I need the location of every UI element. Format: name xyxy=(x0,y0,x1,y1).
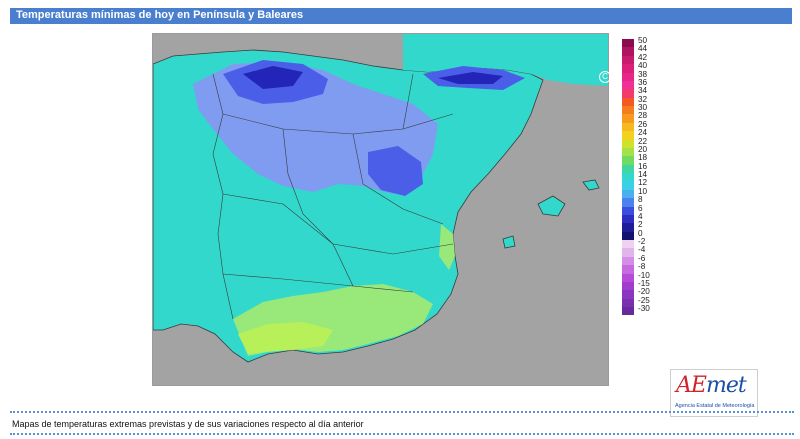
legend-swatch xyxy=(622,147,634,157)
legend-label: -30 xyxy=(638,304,650,313)
legend-label: 8 xyxy=(638,195,643,205)
legend-label: 26 xyxy=(638,119,648,129)
legend-swatch xyxy=(622,97,634,106)
legend-label: -4 xyxy=(638,245,646,255)
legend-label: -15 xyxy=(638,278,650,288)
map-svg xyxy=(153,34,608,385)
legend-label: 2 xyxy=(638,220,643,230)
legend-label: 50 xyxy=(638,36,648,45)
legend-label: 42 xyxy=(638,52,648,62)
legend-swatch xyxy=(622,173,634,182)
footer-text: Mapas de temperaturas extremas previstas… xyxy=(12,419,364,429)
legend-swatch xyxy=(622,307,634,316)
legend-swatch xyxy=(622,89,634,98)
legend-swatch xyxy=(622,281,634,291)
legend-label: -8 xyxy=(638,262,646,272)
legend-swatch xyxy=(622,181,634,190)
logo-main-prefix: AE xyxy=(676,373,707,398)
legend-swatch xyxy=(622,256,634,266)
legend-label: 16 xyxy=(638,161,648,171)
legend-label: 10 xyxy=(638,186,648,196)
legend-color-bar xyxy=(622,39,634,316)
logo-main-suffix: met xyxy=(705,373,747,398)
legend-label: 28 xyxy=(638,111,648,121)
legend-swatch xyxy=(622,265,634,274)
legend-label: 14 xyxy=(638,170,648,179)
aemet-logo: AEmet Agencia Estatal de Meteorología xyxy=(670,369,758,417)
legend-swatch xyxy=(622,131,634,140)
legend-label: 32 xyxy=(638,94,648,104)
legend-swatch xyxy=(622,223,634,232)
legend-label: 24 xyxy=(638,128,648,138)
temperature-map: C Agencia Estatal de Meteorología AEmet A… xyxy=(152,33,758,417)
legend-swatch xyxy=(622,156,634,165)
divider-bottom xyxy=(10,433,794,435)
legend-swatch xyxy=(622,64,634,73)
legend-swatch xyxy=(622,55,634,65)
legend-label: 40 xyxy=(638,61,648,71)
copyright-icon: C xyxy=(599,71,611,83)
legend-swatch xyxy=(622,273,634,282)
temperature-legend: 50 44 42 40 38 36 34 32 30 28 26 24 22 20 18 16 14 12 10 8 6… xyxy=(622,36,652,382)
legend-label: -6 xyxy=(638,253,646,263)
warm-east xyxy=(439,224,455,270)
cold-core-north xyxy=(243,66,303,89)
legend-label: -2 xyxy=(638,237,646,246)
legend-label: -25 xyxy=(638,295,650,305)
france-land xyxy=(403,34,608,86)
legend-labels: 50 44 42 40 38 36 34 32 30 28 26 24 22 20 18 16 14 12 10 8 6… xyxy=(638,36,650,313)
legend-label: 0 xyxy=(638,228,643,238)
legend-label: -10 xyxy=(638,270,650,280)
legend-swatch xyxy=(622,231,634,240)
regional-borders xyxy=(212,73,454,320)
legend-label: 44 xyxy=(638,44,648,54)
legend-label: 38 xyxy=(638,69,648,79)
balearic-islands xyxy=(502,179,600,249)
legend-label: 4 xyxy=(638,211,643,221)
legend-label: 12 xyxy=(638,178,648,188)
legend-swatch xyxy=(622,214,634,224)
legend-swatch xyxy=(622,164,634,173)
legend-swatch xyxy=(622,122,634,132)
legend-swatch xyxy=(622,39,634,48)
legend-label: 22 xyxy=(638,136,648,146)
legend-swatch xyxy=(622,72,634,81)
legend-label: 20 xyxy=(638,144,648,154)
warmer-south xyxy=(238,322,333,354)
legend-swatch xyxy=(622,298,634,307)
legend-label: 34 xyxy=(638,86,648,96)
legend-label: 30 xyxy=(638,103,648,112)
legend-label: -20 xyxy=(638,287,650,297)
cold-zone-central xyxy=(368,146,423,196)
legend-swatch xyxy=(622,47,634,56)
legend-swatch xyxy=(622,240,634,249)
page-title: Temperaturas mínimas de hoy en Península… xyxy=(16,9,304,21)
legend-swatch xyxy=(622,80,634,90)
legend-swatch xyxy=(622,106,634,115)
legend-swatch xyxy=(622,290,634,299)
legend-swatch xyxy=(622,206,634,215)
logo-subtitle: Agencia Estatal de Meteorología xyxy=(675,403,755,409)
legend-swatch xyxy=(622,139,634,148)
copyright-notice: C Agencia Estatal de Meteorología xyxy=(599,71,744,83)
divider-top xyxy=(10,411,794,413)
legend-label: 6 xyxy=(638,203,643,213)
legend-label: 18 xyxy=(638,153,648,163)
legend-swatch xyxy=(622,114,634,123)
title-bar: Temperaturas mínimas de hoy en Península… xyxy=(10,8,792,24)
legend-swatch xyxy=(622,248,634,257)
legend-swatch xyxy=(622,189,634,199)
legend-label: 36 xyxy=(638,77,648,87)
legend-swatch xyxy=(622,198,634,207)
pyrenees-coldest xyxy=(438,72,503,84)
